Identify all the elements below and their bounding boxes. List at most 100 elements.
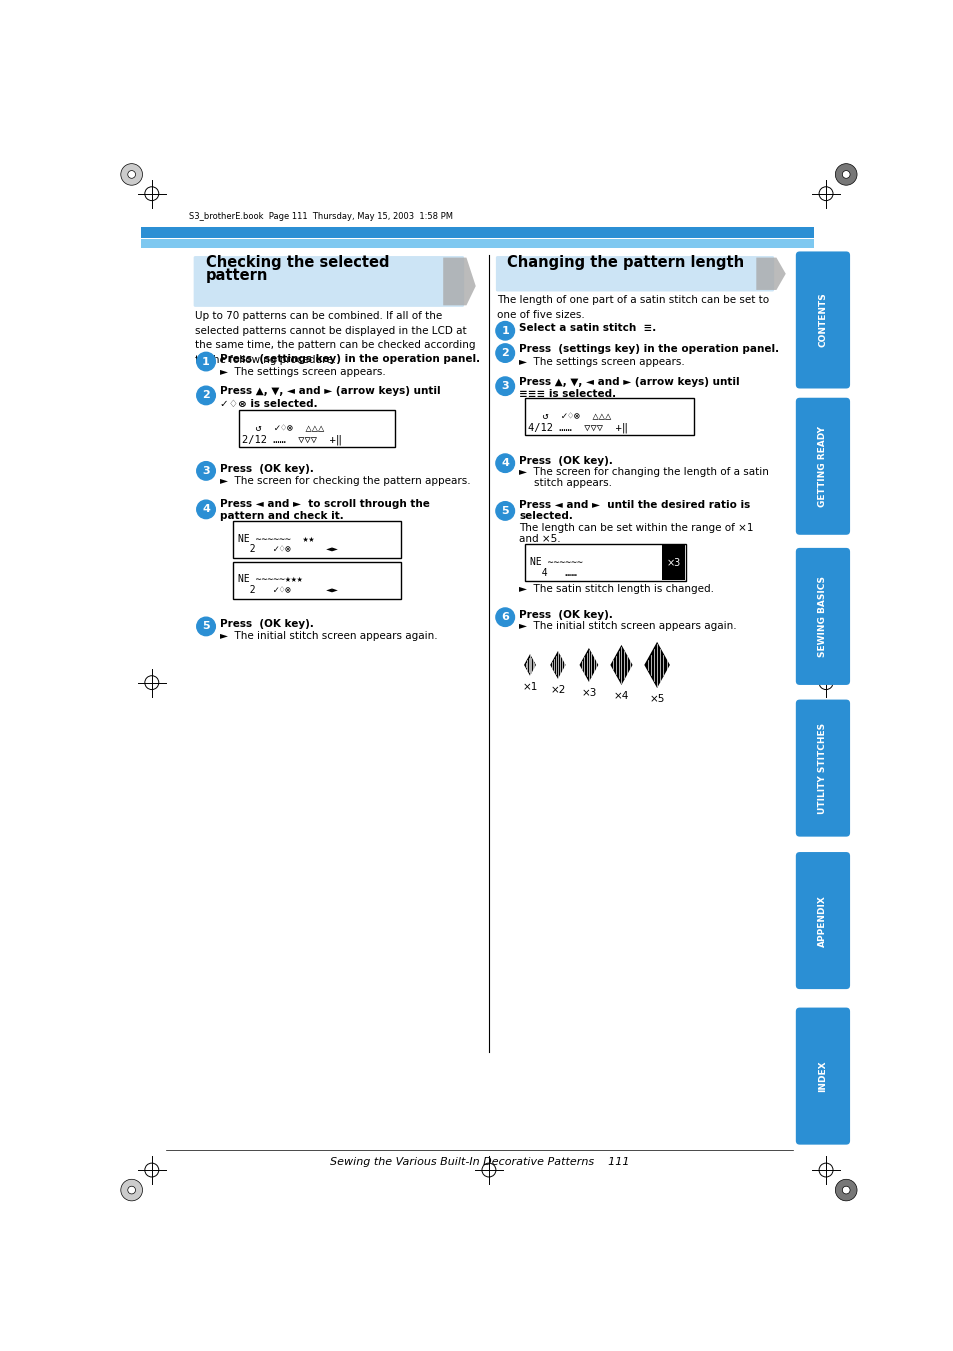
Text: 1: 1 bbox=[202, 357, 210, 366]
Text: 3: 3 bbox=[202, 466, 210, 476]
Text: 5: 5 bbox=[202, 621, 210, 631]
Text: Press  (settings key) in the operation panel.: Press (settings key) in the operation pa… bbox=[220, 354, 479, 365]
Polygon shape bbox=[610, 644, 632, 685]
Text: Select a satin stitch  ≡.: Select a satin stitch ≡. bbox=[518, 323, 656, 334]
Circle shape bbox=[196, 462, 215, 480]
FancyBboxPatch shape bbox=[795, 397, 849, 535]
Text: ►  The settings screen appears.: ► The settings screen appears. bbox=[220, 367, 385, 377]
Text: ✓♢⊗ is selected.: ✓♢⊗ is selected. bbox=[220, 399, 317, 409]
Text: UTILITY STITCHES: UTILITY STITCHES bbox=[818, 723, 826, 813]
Circle shape bbox=[496, 501, 514, 520]
Text: The length of one part of a satin stitch can be set to
one of five sizes.: The length of one part of a satin stitch… bbox=[497, 296, 769, 320]
Circle shape bbox=[121, 1179, 142, 1201]
FancyBboxPatch shape bbox=[233, 562, 401, 598]
Circle shape bbox=[128, 170, 135, 178]
Text: ×5: ×5 bbox=[649, 694, 664, 704]
Text: The length can be set within the range of ×1: The length can be set within the range o… bbox=[518, 523, 753, 532]
Text: NE ∼∼∼∼∼∼: NE ∼∼∼∼∼∼ bbox=[530, 557, 582, 567]
Polygon shape bbox=[578, 648, 598, 682]
Text: 2/12 ……  ▽▽▽  +‖: 2/12 …… ▽▽▽ +‖ bbox=[241, 435, 341, 446]
Text: Sewing the Various Built-In Decorative Patterns    111: Sewing the Various Built-In Decorative P… bbox=[330, 1158, 629, 1167]
Text: and ×5.: and ×5. bbox=[518, 535, 560, 544]
Text: Press  (OK key).: Press (OK key). bbox=[220, 619, 314, 630]
Text: SEWING BASICS: SEWING BASICS bbox=[818, 576, 826, 657]
Text: NE ∼∼∼∼∼★★★: NE ∼∼∼∼∼★★★ bbox=[237, 574, 302, 585]
Text: ►  The satin stitch length is changed.: ► The satin stitch length is changed. bbox=[518, 585, 714, 594]
Circle shape bbox=[496, 345, 514, 362]
Text: GETTING READY: GETTING READY bbox=[818, 426, 826, 507]
FancyBboxPatch shape bbox=[525, 397, 693, 435]
Text: 4   ……: 4 …… bbox=[530, 567, 577, 577]
Text: APPENDIX: APPENDIX bbox=[818, 894, 826, 947]
Text: ►  The settings screen appears.: ► The settings screen appears. bbox=[518, 357, 684, 366]
Text: ×4: ×4 bbox=[613, 692, 628, 701]
Text: Press ▲, ▼, ◄ and ► (arrow keys) until: Press ▲, ▼, ◄ and ► (arrow keys) until bbox=[518, 377, 739, 386]
Polygon shape bbox=[523, 654, 536, 676]
FancyBboxPatch shape bbox=[233, 521, 401, 558]
Bar bbox=[661, 544, 684, 580]
Text: ►  The screen for checking the pattern appears.: ► The screen for checking the pattern ap… bbox=[220, 476, 470, 486]
Text: 4: 4 bbox=[500, 458, 509, 469]
Circle shape bbox=[496, 322, 514, 340]
Text: Changing the pattern length: Changing the pattern length bbox=[506, 255, 743, 270]
Text: 4: 4 bbox=[202, 504, 210, 515]
Text: 2: 2 bbox=[500, 349, 509, 358]
Text: 2   ✓♢⊗      ◄►: 2 ✓♢⊗ ◄► bbox=[237, 585, 337, 596]
Text: ►  The initial stitch screen appears again.: ► The initial stitch screen appears agai… bbox=[220, 631, 437, 642]
Text: Checking the selected: Checking the selected bbox=[206, 255, 389, 270]
Text: ≡≡≡ is selected.: ≡≡≡ is selected. bbox=[518, 389, 616, 399]
Text: 5: 5 bbox=[501, 505, 509, 516]
Text: ►  The initial stitch screen appears again.: ► The initial stitch screen appears agai… bbox=[518, 621, 736, 631]
FancyBboxPatch shape bbox=[496, 257, 773, 292]
Circle shape bbox=[841, 170, 849, 178]
Circle shape bbox=[196, 500, 215, 519]
Bar bbox=[141, 227, 813, 238]
Text: 4/12 ……  ▽▽▽  +‖: 4/12 …… ▽▽▽ +‖ bbox=[528, 423, 628, 434]
Text: ►  The screen for changing the length of a satin: ► The screen for changing the length of … bbox=[518, 467, 768, 477]
Polygon shape bbox=[643, 642, 669, 688]
Text: pattern: pattern bbox=[206, 267, 268, 282]
Text: Press ◄ and ►  to scroll through the: Press ◄ and ► to scroll through the bbox=[220, 499, 430, 509]
Polygon shape bbox=[550, 651, 565, 678]
Circle shape bbox=[835, 163, 856, 185]
Text: 6: 6 bbox=[500, 612, 509, 623]
FancyBboxPatch shape bbox=[193, 257, 464, 307]
FancyBboxPatch shape bbox=[795, 251, 849, 389]
Text: ×1: ×1 bbox=[521, 682, 537, 692]
Text: Press ◄ and ►  until the desired ratio is: Press ◄ and ► until the desired ratio is bbox=[518, 500, 750, 509]
Text: ×3: ×3 bbox=[580, 688, 596, 698]
Text: Press  (OK key).: Press (OK key). bbox=[518, 609, 613, 620]
Circle shape bbox=[196, 353, 215, 370]
FancyBboxPatch shape bbox=[238, 411, 395, 447]
Text: pattern and check it.: pattern and check it. bbox=[220, 511, 343, 520]
Text: 1: 1 bbox=[500, 326, 509, 336]
Polygon shape bbox=[756, 258, 785, 290]
Text: stitch appears.: stitch appears. bbox=[534, 478, 611, 488]
Circle shape bbox=[196, 617, 215, 636]
FancyBboxPatch shape bbox=[795, 700, 849, 836]
Circle shape bbox=[496, 608, 514, 627]
Text: ↺  ✓♢⊗  △△△: ↺ ✓♢⊗ △△△ bbox=[243, 424, 324, 434]
Text: 2: 2 bbox=[202, 390, 210, 400]
Polygon shape bbox=[443, 258, 476, 305]
FancyBboxPatch shape bbox=[795, 852, 849, 989]
Text: INDEX: INDEX bbox=[818, 1061, 826, 1092]
Text: Press  (OK key).: Press (OK key). bbox=[518, 455, 613, 466]
Text: S3_brotherE.book  Page 111  Thursday, May 15, 2003  1:58 PM: S3_brotherE.book Page 111 Thursday, May … bbox=[189, 212, 453, 220]
Text: selected.: selected. bbox=[518, 511, 573, 521]
Bar bbox=[141, 239, 813, 247]
Text: Up to 70 patterns can be combined. If all of the
selected patterns cannot be dis: Up to 70 patterns can be combined. If al… bbox=[195, 311, 476, 365]
Circle shape bbox=[496, 454, 514, 473]
Text: 2   ✓♢⊗      ◄►: 2 ✓♢⊗ ◄► bbox=[237, 544, 337, 554]
FancyBboxPatch shape bbox=[525, 544, 685, 581]
Text: Press ▲, ▼, ◄ and ► (arrow keys) until: Press ▲, ▼, ◄ and ► (arrow keys) until bbox=[220, 386, 440, 396]
Text: ×2: ×2 bbox=[550, 685, 565, 694]
FancyBboxPatch shape bbox=[795, 549, 849, 685]
FancyBboxPatch shape bbox=[795, 1008, 849, 1144]
Circle shape bbox=[841, 1186, 849, 1194]
Circle shape bbox=[128, 1186, 135, 1194]
Text: CONTENTS: CONTENTS bbox=[818, 293, 826, 347]
Circle shape bbox=[496, 377, 514, 396]
Text: NE ∼∼∼∼∼∼  ★★: NE ∼∼∼∼∼∼ ★★ bbox=[237, 534, 314, 543]
Text: Press  (settings key) in the operation panel.: Press (settings key) in the operation pa… bbox=[518, 345, 779, 354]
